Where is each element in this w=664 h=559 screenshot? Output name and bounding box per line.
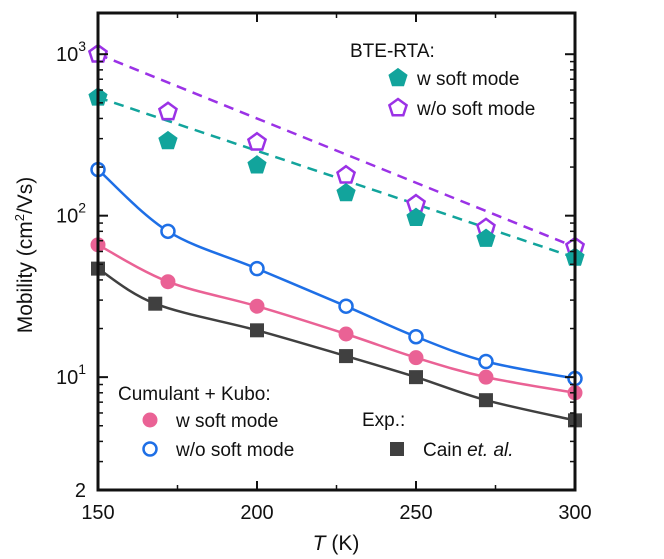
legend-label-main: w/o soft mode: [416, 99, 535, 120]
legend-marker-ck_wo: [142, 441, 158, 457]
data-point-bte_w-3: [336, 182, 356, 202]
y-tick-label-100: 102: [56, 200, 86, 228]
y-axis-title-main: Mobility (cm: [14, 221, 37, 333]
series-line-bte_wo: [97, 53, 576, 249]
data-point-exp-3: [339, 349, 354, 364]
legend-label-main: w soft mode: [175, 411, 278, 432]
data-point-exp-4: [409, 370, 423, 385]
legend-label-main: Cain: [423, 440, 462, 461]
data-point-ck_wo-4: [408, 328, 424, 345]
data-point-exp-2: [250, 323, 264, 338]
data-point-bte_wo-1: [157, 101, 178, 121]
y-tick-label-exp: 2: [78, 200, 86, 216]
data-point-bte_w-5: [476, 228, 496, 247]
y-tick-label-base: 10: [56, 367, 78, 389]
legend-label-bte_wo: w/o soft mode: [416, 99, 535, 120]
legend-label-exp: Cain et. al.: [423, 440, 514, 461]
legend-marker-ck_w: [142, 412, 158, 428]
x-tick-label-200: 200: [240, 502, 273, 524]
data-point-ck_wo-1: [160, 223, 176, 240]
x-axis-unit: (K): [331, 532, 359, 555]
y-tick-label-10: 101: [56, 361, 86, 389]
legend-label-italic: et. al.: [467, 440, 513, 461]
data-point-ck_wo-2: [249, 260, 265, 277]
y-tick-label-exp: 1: [78, 361, 86, 377]
plot-frame: [96, 11, 577, 492]
data-point-bte_wo-3: [336, 164, 357, 184]
legend-label-bte_w: w soft mode: [416, 69, 519, 90]
data-point-exp-5: [478, 393, 493, 408]
legend-title-0: BTE-RTA:: [350, 41, 435, 62]
data-point-ck_w-2: [249, 298, 265, 314]
x-tick-label-150: 150: [81, 502, 114, 524]
legend-label-main: w soft mode: [416, 69, 519, 90]
data-point-bte_w-1: [158, 130, 178, 150]
legend-label-ck_w: w soft mode: [175, 411, 278, 432]
y-axis-title-tail: /Vs): [14, 177, 37, 214]
legend: BTE-RTA: w soft mode w/o soft mode Cumulant…: [118, 41, 535, 461]
data-point-ck_w-3: [338, 326, 354, 342]
legend-label-main: w/o soft mode: [175, 440, 294, 461]
x-axis-title: T (K): [313, 532, 360, 555]
y-tick-label-base: 10: [56, 44, 78, 66]
data-point-bte_wo-2: [246, 131, 268, 151]
y-tick-label-exp: 3: [78, 38, 86, 54]
data-point-ck_w-1: [160, 274, 176, 290]
x-axis-variable: T: [313, 532, 328, 555]
data-point-bte_w-4: [406, 207, 426, 226]
data-point-ck_wo-3: [338, 298, 354, 314]
data-point-exp-1: [148, 296, 163, 311]
legend-title-2: Exp.:: [362, 410, 405, 431]
series-line-ck_wo: [97, 168, 576, 380]
legend-title-1: Cumulant + Kubo:: [118, 384, 271, 405]
legend-marker-bte_wo: [387, 97, 409, 117]
legend-marker-bte_w: [388, 67, 408, 87]
data-point-ck_wo-5: [478, 353, 494, 370]
y-tick-label-2: 2: [75, 480, 86, 502]
data-point-ck_w-4: [408, 350, 424, 366]
y-tick-label-1000: 103: [56, 38, 86, 66]
y-axis-title: Mobility (cm2/Vs): [12, 177, 37, 334]
data-point-ck_w-5: [478, 369, 494, 385]
data-point-bte_w-2: [247, 155, 267, 174]
legend-marker-exp: [390, 442, 404, 456]
legend-label-ck_wo: w/o soft mode: [175, 440, 294, 461]
x-tick-label-250: 250: [399, 502, 432, 524]
y-tick-label-base: 10: [56, 206, 78, 228]
y-axis-title-sup: 2: [12, 214, 27, 221]
x-tick-label-300: 300: [558, 502, 591, 524]
series-line-ck_w: [97, 243, 576, 395]
